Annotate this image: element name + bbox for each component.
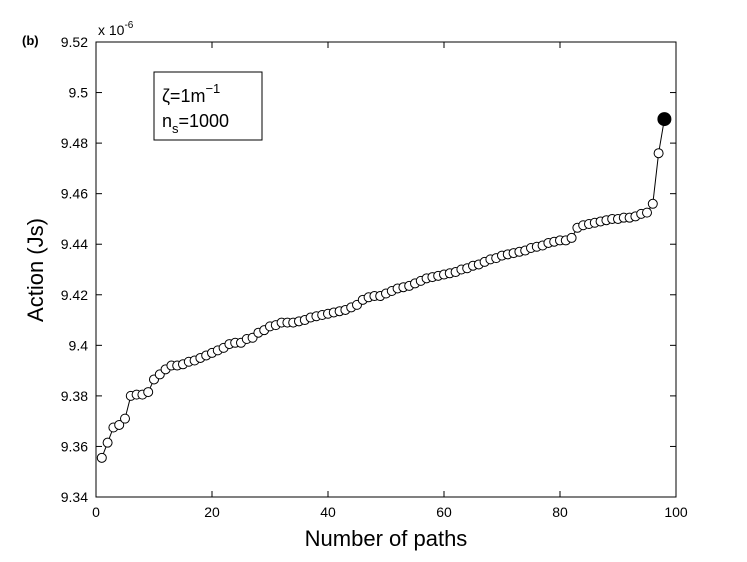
y-tick-label: 9.5 <box>69 85 89 101</box>
annotation-ns: ns=1000 <box>162 111 229 136</box>
y-tick-label: 9.38 <box>61 388 88 404</box>
data-point <box>642 207 652 218</box>
annotation-ns-main: n <box>162 111 172 131</box>
x-tick-label: 80 <box>552 504 568 520</box>
data-point <box>647 198 658 209</box>
y-tick-label: 9.46 <box>61 186 88 202</box>
panel-label: (b) <box>22 33 39 48</box>
highlighted-data-point <box>657 112 672 127</box>
data-point <box>653 148 664 159</box>
axis-ticks <box>95 41 677 498</box>
data-point <box>143 387 154 398</box>
series-line <box>101 119 665 458</box>
y-tick-label: 9.44 <box>61 236 88 252</box>
x-tick-label: 100 <box>664 504 688 520</box>
y-tick-label: 9.48 <box>61 135 88 151</box>
annotation-frame <box>153 71 263 141</box>
data-point <box>566 232 577 243</box>
annotation-zeta: ζ=1m−1 <box>162 81 220 106</box>
y-tick-label: 9.36 <box>61 438 88 454</box>
x-tick-label: 60 <box>436 504 452 520</box>
y-tick-label: 9.34 <box>61 489 88 505</box>
data-point <box>114 419 125 430</box>
data-point <box>120 413 130 424</box>
x-tick-label: 0 <box>92 504 100 520</box>
y-multiplier: x 10-6 <box>98 20 134 38</box>
y-multiplier-base: x 10 <box>98 22 125 38</box>
annotation-zeta-exponent: −1 <box>205 81 220 96</box>
plot-frame <box>95 41 677 498</box>
y-multiplier-exponent: -6 <box>124 20 133 31</box>
y-tick-label: 9.4 <box>69 337 89 353</box>
annotation-zeta-text: ζ=1m <box>162 86 205 106</box>
series-markers <box>96 112 672 463</box>
annotation-box: ζ=1m−1 ns=1000 <box>153 71 263 141</box>
annotation-ns-value: =1000 <box>179 111 230 131</box>
y-tick-label: 9.52 <box>61 34 88 50</box>
data-point <box>102 437 113 448</box>
x-axis-label: Number of paths <box>305 526 468 551</box>
y-axis-label: Action (Js) <box>23 218 48 322</box>
data-point <box>96 452 107 463</box>
axis-tick-labels: 0 20 40 60 80 100 9.34 9.36 9.38 9.4 9.42 9.44 9.46 9… <box>61 34 688 520</box>
y-tick-label: 9.42 <box>61 287 88 303</box>
x-tick-label: 20 <box>204 504 220 520</box>
annotation-ns-subscript: s <box>172 121 179 136</box>
x-tick-label: 40 <box>320 504 336 520</box>
